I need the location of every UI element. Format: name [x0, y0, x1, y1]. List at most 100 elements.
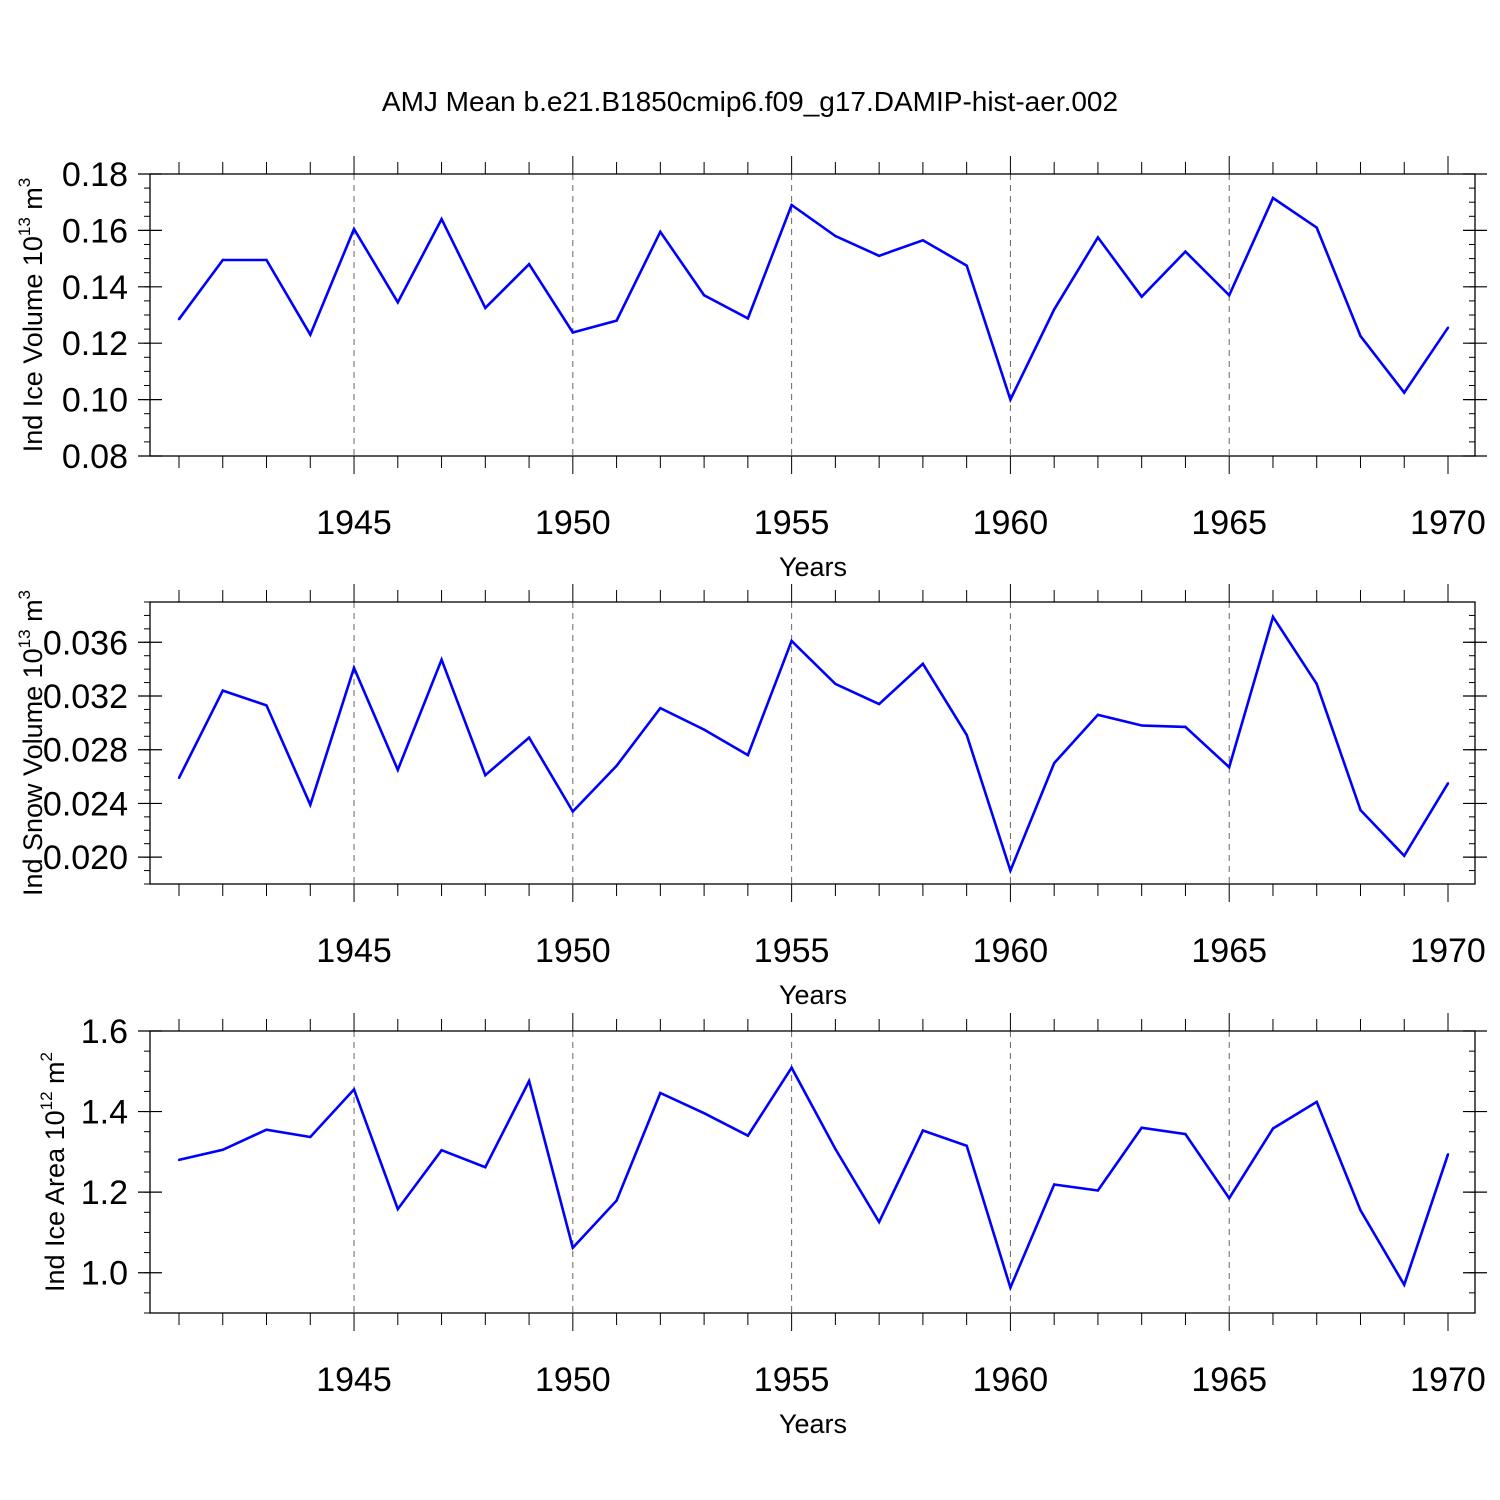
- data-point-3-1950: [571, 1246, 575, 1249]
- data-point-2-1950: [571, 810, 575, 813]
- axis-3-ytick-label-0: 1.0: [81, 1255, 128, 1293]
- axis-3-ylabel-exp: 12: [37, 1091, 56, 1110]
- data-point-3-1966: [1271, 1127, 1275, 1130]
- axis-1-xtick-label-4: 1965: [1191, 504, 1267, 542]
- axis-2-xtick-label-0: 1945: [316, 932, 392, 970]
- axis-3-ylabel: Ind Ice Area 10: [40, 1110, 70, 1292]
- data-point-2-1949: [527, 736, 531, 739]
- data-point-2-1951: [615, 764, 618, 768]
- axis-1-xtick-label-3: 1960: [973, 504, 1049, 542]
- chart-panel-2: 0.020 0.024 0.028 0.032 0.036 1945 1950 1955 196…: [15, 584, 1487, 1010]
- axis-1-ylabel-unit: m: [18, 187, 48, 217]
- data-point-1-1968: [1359, 334, 1362, 338]
- series-line-3: [178, 1065, 1450, 1292]
- axis-2-ylabel: Ind Snow Volume 10: [18, 648, 48, 896]
- plot-frame-3: [149, 1030, 1476, 1314]
- axis-3-xlabel: Years: [779, 1409, 847, 1439]
- data-point-2-1959: [965, 733, 968, 737]
- data-point-2-1965: [1228, 765, 1231, 769]
- data-point-3-1963: [1140, 1126, 1143, 1129]
- data-point-3-1946: [396, 1207, 399, 1211]
- data-point-2-1941: [177, 776, 181, 780]
- data-point-2-1958: [921, 662, 925, 665]
- axis-2-ytick-label-1: 0.024: [43, 785, 128, 823]
- chart-panel-1: 0.08 0.10 0.12 0.14 0.16 0.18 1945 1950 1955 1960…: [15, 156, 1487, 582]
- data-point-2-1961: [1052, 761, 1056, 765]
- axis-2-ylabel-unit-exp: 3: [15, 590, 34, 599]
- axis-3-xtick-label-4: 1965: [1191, 1361, 1267, 1399]
- axis-2-xtick-label-3: 1960: [973, 932, 1049, 970]
- data-point-1-1963: [1140, 295, 1143, 298]
- data-point-1-1946: [396, 301, 399, 304]
- axis-2-xtick-label-5: 1970: [1410, 932, 1486, 970]
- axis-1-ylabel-exp: 13: [15, 217, 34, 236]
- data-point-2-1968: [1359, 808, 1362, 812]
- axis-2-ylabel-exp: 13: [15, 629, 34, 648]
- data-point-2-1942: [221, 689, 224, 692]
- data-point-1-1960: [1009, 398, 1012, 401]
- data-point-3-1952: [659, 1091, 662, 1095]
- data-point-1-1966: [1271, 196, 1275, 200]
- axis-2-xtick-label-1: 1950: [535, 932, 611, 970]
- data-point-3-1959: [965, 1144, 968, 1148]
- data-point-2-1966: [1271, 615, 1275, 618]
- data-point-2-1967: [1315, 682, 1318, 686]
- data-point-1-1961: [1052, 308, 1056, 311]
- axis-3-xtick-label-1: 1950: [535, 1361, 611, 1399]
- data-point-1-1962: [1096, 236, 1100, 239]
- axis-1-ytick-label-2: 0.12: [62, 325, 128, 363]
- data-point-3-1942: [221, 1148, 224, 1152]
- panels: 0.08 0.10 0.12 0.14 0.16 0.18 1945 1950 1955 1960…: [15, 156, 1487, 1439]
- data-point-3-1953: [702, 1111, 706, 1115]
- axis-1-ytick-label-0: 0.08: [62, 438, 128, 476]
- data-point-2-1945: [352, 666, 356, 669]
- axis-1-xtick-label-2: 1955: [754, 504, 830, 542]
- data-point-1-1964: [1184, 250, 1187, 253]
- axis-2-xlabel: Years: [779, 980, 847, 1010]
- data-point-2-1960: [1009, 869, 1012, 872]
- data-point-1-1959: [965, 264, 968, 267]
- data-point-1-1944: [309, 333, 312, 336]
- axis-1-ylabel: Ind Ice Volume 10: [18, 236, 48, 452]
- axis-3-xtick-label-5: 1970: [1410, 1361, 1486, 1399]
- data-point-3-1947: [440, 1149, 443, 1152]
- axis-1-xtick-label-1: 1950: [535, 504, 611, 542]
- data-point-1-1952: [659, 230, 662, 234]
- data-point-3-1958: [921, 1129, 925, 1132]
- data-point-3-1941: [177, 1158, 181, 1162]
- axis-3-xtick-label-0: 1945: [316, 1361, 392, 1399]
- data-point-3-1944: [309, 1135, 312, 1139]
- data-point-2-1956: [834, 682, 837, 686]
- data-point-3-1970: [1446, 1153, 1450, 1156]
- axis-2-ylabel-unit: m: [18, 599, 48, 629]
- axis-1-xlabel: Years: [779, 552, 847, 582]
- data-point-3-1957: [877, 1220, 881, 1224]
- data-point-2-1944: [309, 803, 312, 806]
- data-point-3-1955: [790, 1066, 793, 1069]
- data-point-3-1960: [1009, 1286, 1012, 1289]
- axis-3-xtick-label-3: 1960: [973, 1361, 1049, 1399]
- plot-frame-2: [149, 601, 1476, 885]
- data-point-2-1952: [659, 706, 662, 710]
- data-point-3-1943: [265, 1128, 268, 1131]
- axis-3-ylabel-unit-exp: 2: [37, 1052, 56, 1061]
- axis-3-ytick-label-3: 1.6: [81, 1013, 128, 1051]
- data-point-3-1969: [1403, 1283, 1406, 1287]
- axis-1-ylabel: Ind Ice Volume 1013 m3: [15, 178, 48, 453]
- axis-2-ytick-label-2: 0.028: [43, 732, 128, 770]
- axis-1-ytick-label-1: 0.10: [62, 382, 128, 420]
- axis-3-ylabel-unit: m: [40, 1061, 70, 1091]
- data-point-1-1951: [615, 319, 618, 322]
- axis-3-xtick-label-2: 1955: [754, 1361, 830, 1399]
- plot-frame-1: [149, 173, 1476, 457]
- axis-3-ylabel: Ind Ice Area 1012 m2: [37, 1052, 70, 1292]
- data-point-1-1953: [702, 294, 706, 297]
- data-point-2-1970: [1446, 782, 1450, 785]
- data-point-1-1942: [221, 258, 224, 262]
- data-point-1-1970: [1446, 326, 1450, 329]
- data-point-3-1949: [527, 1079, 531, 1083]
- data-point-1-1957: [877, 254, 881, 257]
- data-point-1-1949: [527, 263, 531, 266]
- data-point-1-1943: [265, 258, 268, 262]
